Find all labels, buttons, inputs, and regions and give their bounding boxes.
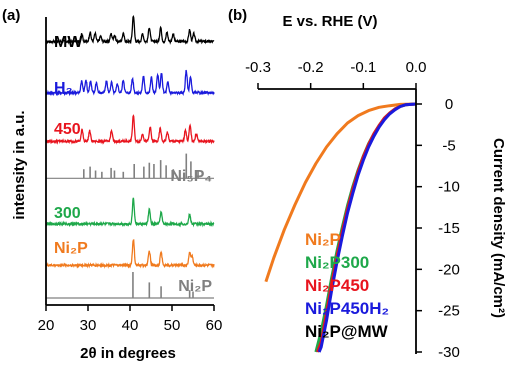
panel-a-xlabel: 2θ in degrees bbox=[80, 345, 176, 362]
x-tick-label: -0.3 bbox=[245, 59, 271, 76]
y-tick-label: -5 bbox=[442, 137, 455, 154]
x-tick-label: 40 bbox=[122, 317, 139, 334]
x-tick-label: 20 bbox=[38, 317, 55, 334]
xrd-trace bbox=[45, 14, 215, 45]
y-tick-label: -15 bbox=[438, 220, 460, 237]
legend-entry: Ni₂P@MW bbox=[305, 322, 389, 341]
xrd-traces: MW H₂ 450 Ni₅P₄ 300 Ni₂P Ni₂P bbox=[45, 14, 215, 299]
trace-label: 300 bbox=[54, 205, 81, 222]
xrd-trace bbox=[45, 114, 215, 145]
trace-label: H₂ bbox=[54, 80, 73, 97]
xrd-trace bbox=[45, 69, 215, 97]
trace-label: Ni₂P bbox=[54, 240, 88, 257]
legend-entry: Ni₂P450 bbox=[305, 276, 369, 295]
panel-b-xlabel: E vs. RHE (V) bbox=[282, 13, 377, 30]
trace-label: Ni₅P₄ bbox=[170, 168, 212, 185]
x-tick-label: 50 bbox=[164, 317, 181, 334]
legend-entry: Ni₂P bbox=[305, 230, 341, 249]
x-tick-label: -0.1 bbox=[350, 59, 376, 76]
panel-b-y-ticks: 0 -5 -10 -15 -20 -25 -30 bbox=[416, 96, 460, 361]
x-tick-label: 0.0 bbox=[406, 59, 427, 76]
y-tick-label: -30 bbox=[438, 344, 460, 361]
xrd-trace bbox=[45, 197, 215, 228]
trace-label: MW bbox=[54, 34, 83, 51]
polarization-curve bbox=[317, 102, 417, 353]
y-tick-label: -10 bbox=[438, 179, 460, 196]
panel-a-ylabel: intensity in a.u. bbox=[11, 110, 28, 219]
panel-b-ylabel: Current density (mA/cm²) bbox=[490, 138, 507, 318]
panel-b-label: (b) bbox=[228, 7, 247, 24]
polarization-curves bbox=[264, 102, 417, 353]
legend-entry: Ni₂P300 bbox=[305, 253, 369, 272]
trace-label: Ni₂P bbox=[178, 278, 212, 295]
y-tick-label: 0 bbox=[445, 96, 453, 113]
x-tick-label: -0.2 bbox=[298, 59, 324, 76]
panel-a-label: (a) bbox=[2, 7, 20, 24]
x-tick-label: 60 bbox=[206, 317, 223, 334]
y-tick-label: -20 bbox=[438, 261, 460, 278]
x-tick-label: 30 bbox=[80, 317, 97, 334]
trace-label: 450 bbox=[54, 121, 81, 138]
xrd-trace bbox=[45, 239, 215, 269]
panel-b-x-ticks: -0.3 -0.2 -0.1 0.0 bbox=[245, 59, 426, 89]
polarization-curve bbox=[264, 102, 417, 283]
y-tick-label: -25 bbox=[438, 303, 460, 320]
legend-entry: Ni₂P450H₂ bbox=[305, 299, 389, 318]
panel-a-x-ticks: 20 30 40 50 60 bbox=[38, 305, 223, 334]
panel-b-legend: Ni₂P Ni₂P300 Ni₂P450 Ni₂P450H₂ Ni₂P@MW bbox=[305, 230, 389, 341]
